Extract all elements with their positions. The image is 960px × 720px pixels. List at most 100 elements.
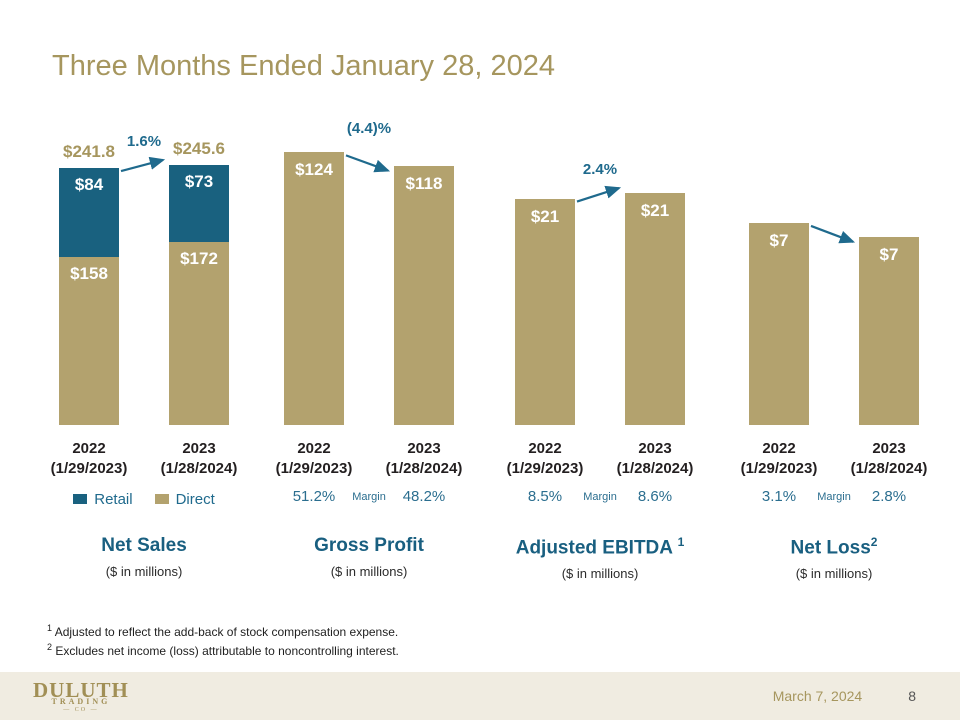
bar-value-label: $21 bbox=[530, 206, 560, 226]
total-value-label: $241.8 bbox=[63, 142, 115, 162]
legend: Retail Direct bbox=[30, 487, 258, 511]
margin-word: Margin bbox=[583, 491, 617, 503]
footnotes: 1 Adjusted to reflect the add-back of st… bbox=[47, 622, 399, 660]
slide-footer: DULUTH TRADING — CO — March 7, 2024 8 bbox=[0, 672, 960, 720]
category-label: 2023 (1/28/2024) bbox=[814, 439, 960, 478]
footnote-1-text: Adjusted to reflect the add-back of stoc… bbox=[52, 625, 399, 639]
category-row: 2022 (1/29/2023) 2023 (1/28/2024) bbox=[726, 439, 942, 487]
chart-gross-profit: $124 $118 (4.4)% 2022 (1/29/2023) 2023 (1/28/2… bbox=[254, 115, 484, 579]
logo-trading-text: TRADING bbox=[51, 696, 111, 706]
footer-date: March 7, 2024 bbox=[772, 688, 863, 704]
bar-adjusted-ebitda-2022: $21 bbox=[515, 198, 575, 425]
chart-subtitle: ($ in millions) bbox=[105, 564, 183, 579]
segment-value-label: $73 bbox=[184, 171, 214, 191]
margin-value-2023: 48.2% bbox=[402, 488, 446, 505]
segment-direct: $172 bbox=[169, 242, 229, 425]
chart-title-text: Adjusted EBITDA bbox=[515, 537, 678, 559]
duluth-trading-logo: DULUTH TRADING — CO — bbox=[33, 677, 129, 713]
change-percent-label: (4.4)% bbox=[346, 120, 392, 138]
category-row: 2022 (1/29/2023) 2023 (1/28/2024) bbox=[30, 439, 258, 487]
segment-retail: $73 bbox=[169, 164, 229, 243]
chart-subtitle: ($ in millions) bbox=[561, 566, 639, 582]
meta-row: 8.5% Margin 8.6% bbox=[480, 487, 720, 511]
chart-net-sales: $84 $158 $241.8 $73 $172 $245.6 1.6% 2022 (1/29/… bbox=[30, 115, 258, 579]
category-label: 2022 (1/29/2023) bbox=[470, 439, 620, 478]
margin-value-2022: 3.1% bbox=[761, 488, 797, 505]
legend-label: Direct bbox=[175, 490, 215, 508]
margin-value-2023: 2.8% bbox=[871, 488, 907, 505]
category-date: (1/28/2024) bbox=[616, 459, 694, 477]
chart-title-sup: 2 bbox=[870, 535, 878, 549]
category-year: 2023 bbox=[872, 440, 906, 457]
legend-item-direct: Direct bbox=[154, 490, 215, 508]
chart-adjusted-ebitda-plot: $21 $21 2.4% bbox=[480, 115, 720, 425]
category-date: (1/29/2023) bbox=[50, 459, 128, 477]
bar-net-sales-2022: $84 $158 $241.8 bbox=[59, 142, 119, 425]
chart-net-sales-plot: $84 $158 $241.8 $73 $172 $245.6 1.6% bbox=[30, 115, 258, 425]
category-date: (1/28/2024) bbox=[385, 459, 463, 477]
chart-gross-profit-plot: $124 $118 (4.4)% bbox=[254, 115, 484, 425]
bar-value-label: $7 bbox=[879, 244, 899, 264]
meta-row: Retail Direct bbox=[30, 487, 258, 511]
chart-title-text: Net Sales bbox=[101, 535, 187, 556]
category-year: 2022 bbox=[297, 440, 331, 457]
chart-title-gross-profit: Gross Profit bbox=[254, 535, 484, 557]
category-row: 2022 (1/29/2023) 2023 (1/28/2024) bbox=[254, 439, 484, 487]
chart-subtitle: ($ in millions) bbox=[330, 564, 408, 579]
category-label: 2022 (1/29/2023) bbox=[704, 439, 854, 478]
category-year: 2022 bbox=[528, 440, 562, 457]
chart-adjusted-ebitda: $21 $21 2.4% 2022 (1/29/2023) 2023 (1/28/2024)… bbox=[480, 115, 720, 581]
footnote-2: 2 Excludes net income (loss) attributabl… bbox=[47, 641, 399, 660]
segment-retail: $84 bbox=[59, 168, 119, 258]
category-year: 2023 bbox=[638, 440, 672, 457]
bar-value-label: $118 bbox=[405, 173, 443, 193]
category-label: 2022 (1/29/2023) bbox=[239, 439, 389, 478]
page-title: Three Months Ended January 28, 2024 bbox=[52, 50, 555, 82]
footnote-1-sup: 1 bbox=[47, 623, 53, 633]
logo-duluth-text: DULUTH bbox=[33, 677, 129, 702]
chart-subtitle: ($ in millions) bbox=[795, 566, 873, 582]
chart-title-sup: 1 bbox=[677, 535, 685, 549]
category-label: 2023 (1/28/2024) bbox=[580, 439, 730, 478]
category-date: (1/28/2024) bbox=[160, 459, 238, 477]
category-year: 2023 bbox=[407, 440, 441, 457]
margin-value-2022: 8.5% bbox=[527, 488, 563, 505]
category-year: 2022 bbox=[72, 440, 106, 457]
margin-word: Margin bbox=[352, 491, 386, 503]
charts-area: $84 $158 $241.8 $73 $172 $245.6 1.6% 2022 (1/29/… bbox=[0, 115, 960, 585]
bar-net-sales-2023: $73 $172 $245.6 bbox=[169, 139, 229, 425]
legend-label: Retail bbox=[94, 490, 133, 508]
logo-co-text: — CO — bbox=[63, 706, 99, 713]
total-value-label: $245.6 bbox=[173, 138, 225, 158]
segment-value-label: $84 bbox=[74, 175, 104, 195]
category-year: 2022 bbox=[762, 440, 796, 457]
margin-word: Margin bbox=[817, 491, 851, 503]
category-date: (1/29/2023) bbox=[740, 459, 818, 477]
footer-page-number: 8 bbox=[908, 688, 916, 704]
chart-net-loss-plot: $7 $7 bbox=[726, 115, 942, 425]
category-label: 2023 (1/28/2024) bbox=[124, 439, 274, 478]
change-percent-label: 1.6% bbox=[126, 132, 162, 150]
bar-net-loss-2023: $7 bbox=[859, 236, 919, 425]
bar-value-label: $124 bbox=[295, 160, 333, 180]
category-label: 2022 (1/29/2023) bbox=[14, 439, 164, 478]
margin-value-2022: 51.2% bbox=[292, 488, 336, 505]
category-label: 2023 (1/28/2024) bbox=[349, 439, 499, 478]
chart-title-net-sales: Net Sales bbox=[30, 535, 258, 557]
category-row: 2022 (1/29/2023) 2023 (1/28/2024) bbox=[480, 439, 720, 487]
category-date: (1/29/2023) bbox=[506, 459, 584, 477]
segment-direct: $158 bbox=[59, 257, 119, 425]
category-year: 2023 bbox=[182, 440, 216, 457]
margin-value-2023: 8.6% bbox=[637, 488, 673, 505]
bar-gross-profit-2023: $118 bbox=[394, 165, 454, 425]
meta-row: 3.1% Margin 2.8% bbox=[726, 487, 942, 511]
chart-title-text: Gross Profit bbox=[314, 535, 424, 556]
footnote-1: 1 Adjusted to reflect the add-back of st… bbox=[47, 622, 399, 641]
bar-value-label: $21 bbox=[640, 201, 670, 221]
legend-item-retail: Retail bbox=[73, 490, 133, 508]
segment-value-label: $158 bbox=[70, 264, 108, 284]
bar-gross-profit-2022: $124 bbox=[284, 152, 344, 425]
change-percent-label: 2.4% bbox=[582, 161, 618, 179]
bar-value-label: $7 bbox=[769, 230, 789, 250]
